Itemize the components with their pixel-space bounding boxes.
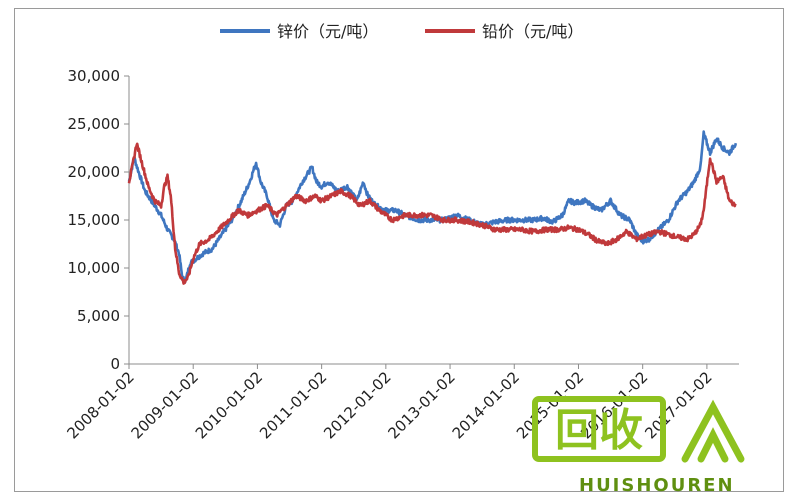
y-axis: 0 5,000 10,000 15,000 20,000 25,000 30,000 <box>68 67 130 373</box>
legend-label-zinc: 锌价（元/吨） <box>277 22 378 41</box>
x-tick-label: 2010-01-02 <box>192 368 266 442</box>
x-tick-label: 2017-01-02 <box>641 368 715 442</box>
legend: 锌价（元/吨） 铅价（元/吨） <box>220 22 583 41</box>
x-tick-label: 2011-01-02 <box>256 368 330 442</box>
legend-label-lead: 铅价（元/吨） <box>482 22 583 41</box>
x-tick-label: 2009-01-02 <box>128 368 202 442</box>
line-chart: 锌价（元/吨） 铅价（元/吨） 0 5,000 10,000 15,000 20,000… <box>63 22 745 493</box>
x-tick-label: 2014-01-02 <box>449 368 523 442</box>
y-tick-label: 10,000 <box>68 259 121 277</box>
y-tick-label: 5,000 <box>77 307 120 325</box>
x-tick-label: 2013-01-02 <box>385 368 459 442</box>
x-tick-label: 2008-01-02 <box>63 368 137 442</box>
y-tick-label: 15,000 <box>68 211 121 229</box>
watermark-mark-icon <box>681 399 745 463</box>
chart-frame: 锌价（元/吨） 铅价（元/吨） 0 5,000 10,000 15,000 20,000… <box>14 8 784 493</box>
watermark-logo: 回收 HUISHOUREN <box>532 396 745 493</box>
series-line-lead <box>127 142 737 285</box>
y-tick-label: 30,000 <box>68 67 121 85</box>
watermark-brand-text: HUISHOUREN <box>579 475 735 493</box>
series-layer <box>127 130 738 285</box>
x-tick-label: 2012-01-02 <box>320 368 394 442</box>
series-line-zinc <box>127 130 738 284</box>
watermark-logo-box <box>532 396 666 462</box>
y-tick-label: 25,000 <box>68 115 121 133</box>
y-tick-label: 0 <box>110 355 120 373</box>
y-tick-label: 20,000 <box>68 163 121 181</box>
watermark-logo-text: 回收 <box>555 405 643 456</box>
